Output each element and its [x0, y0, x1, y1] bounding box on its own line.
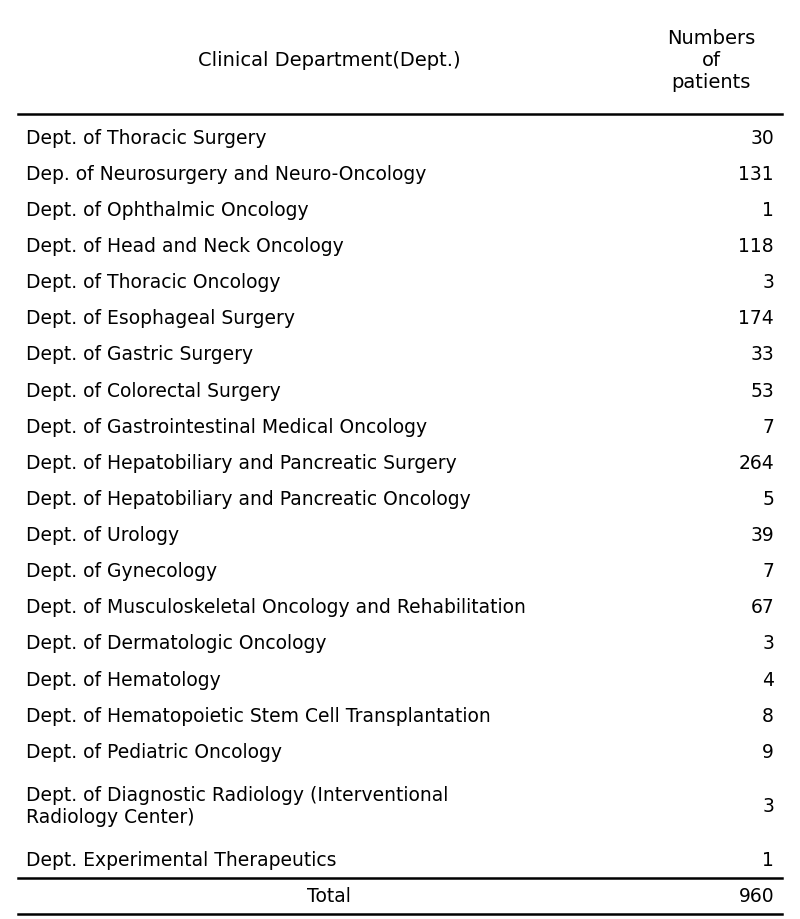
Text: 960: 960	[738, 887, 774, 905]
Text: Dept. of Thoracic Surgery: Dept. of Thoracic Surgery	[26, 129, 266, 147]
Text: 8: 8	[762, 706, 774, 725]
Text: Dept. of Hepatobiliary and Pancreatic Surgery: Dept. of Hepatobiliary and Pancreatic Su…	[26, 453, 457, 472]
Text: 1: 1	[762, 850, 774, 869]
Text: Dept. of Esophageal Surgery: Dept. of Esophageal Surgery	[26, 309, 295, 328]
Text: 1: 1	[762, 200, 774, 220]
Text: 30: 30	[750, 129, 774, 147]
Text: Dept. of Head and Neck Oncology: Dept. of Head and Neck Oncology	[26, 237, 344, 255]
Text: Dept. of Urology: Dept. of Urology	[26, 526, 179, 544]
Text: 174: 174	[738, 309, 774, 328]
Text: Dept. of Colorectal Surgery: Dept. of Colorectal Surgery	[26, 381, 281, 400]
Text: 3: 3	[762, 796, 774, 815]
Text: 3: 3	[762, 273, 774, 292]
Text: Dept. of Musculoskeletal Oncology and Rehabilitation: Dept. of Musculoskeletal Oncology and Re…	[26, 597, 526, 617]
Text: 3: 3	[762, 634, 774, 652]
Text: 7: 7	[762, 417, 774, 437]
Text: Dept. of Hepatobiliary and Pancreatic Oncology: Dept. of Hepatobiliary and Pancreatic On…	[26, 490, 470, 508]
Text: 118: 118	[738, 237, 774, 255]
Text: Total: Total	[307, 887, 351, 905]
Text: 39: 39	[750, 526, 774, 544]
Text: Clinical Department(Dept.): Clinical Department(Dept.)	[198, 51, 460, 70]
Text: Dept. of Gastric Surgery: Dept. of Gastric Surgery	[26, 345, 253, 364]
Text: Dept. of Dermatologic Oncology: Dept. of Dermatologic Oncology	[26, 634, 326, 652]
Text: 131: 131	[738, 165, 774, 184]
Text: Dep. of Neurosurgery and Neuro-Oncology: Dep. of Neurosurgery and Neuro-Oncology	[26, 165, 426, 184]
Text: Dept. of Pediatric Oncology: Dept. of Pediatric Oncology	[26, 742, 282, 761]
Text: Dept. of Thoracic Oncology: Dept. of Thoracic Oncology	[26, 273, 281, 292]
Text: 7: 7	[762, 562, 774, 581]
Text: 264: 264	[738, 453, 774, 472]
Text: Dept. of Hematology: Dept. of Hematology	[26, 670, 221, 689]
Text: Dept. Experimental Therapeutics: Dept. Experimental Therapeutics	[26, 850, 337, 869]
Text: 67: 67	[750, 597, 774, 617]
Text: Dept. of Gastrointestinal Medical Oncology: Dept. of Gastrointestinal Medical Oncolo…	[26, 417, 427, 437]
Text: 5: 5	[762, 490, 774, 508]
Text: Dept. of Gynecology: Dept. of Gynecology	[26, 562, 217, 581]
Text: 4: 4	[762, 670, 774, 689]
Text: 9: 9	[762, 742, 774, 761]
Text: 53: 53	[750, 381, 774, 400]
Text: 33: 33	[750, 345, 774, 364]
Text: Dept. of Diagnostic Radiology (Interventional
Radiology Center): Dept. of Diagnostic Radiology (Intervent…	[26, 785, 448, 826]
Text: Numbers
of
patients: Numbers of patients	[667, 28, 755, 91]
Text: Dept. of Hematopoietic Stem Cell Transplantation: Dept. of Hematopoietic Stem Cell Transpl…	[26, 706, 490, 725]
Text: Dept. of Ophthalmic Oncology: Dept. of Ophthalmic Oncology	[26, 200, 309, 220]
